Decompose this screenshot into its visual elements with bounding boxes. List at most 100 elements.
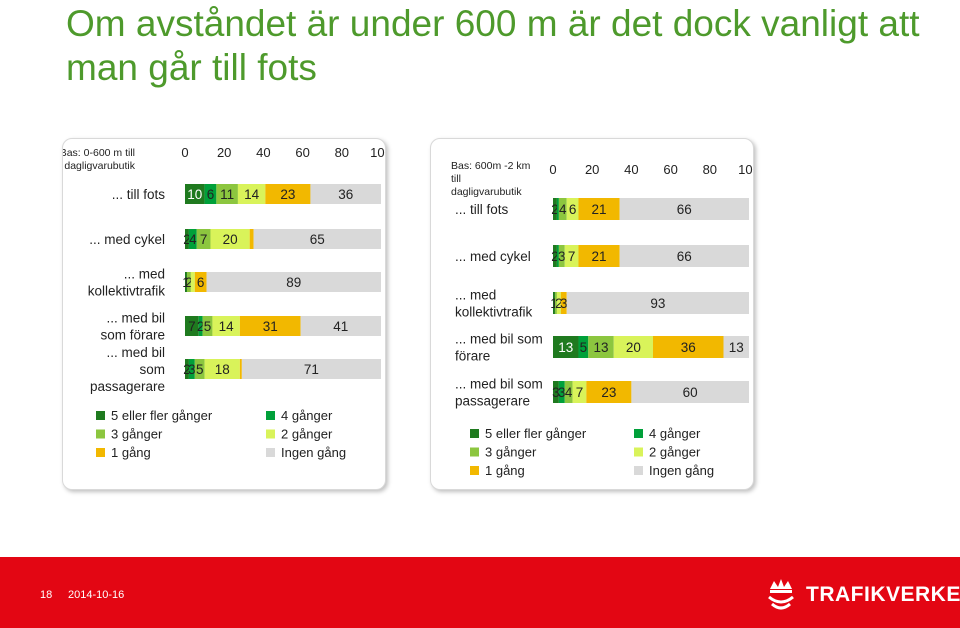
bar-segment (194, 272, 207, 292)
bar-segment (185, 184, 205, 204)
bar-segment (723, 336, 749, 358)
bar-segment (572, 381, 587, 403)
data-label: 21 (592, 249, 607, 264)
data-label: 7 (200, 232, 208, 247)
legend-swatch (266, 411, 275, 420)
data-label: 5 (580, 340, 588, 355)
legend-label: 1 gång (111, 445, 151, 460)
bar-segment (185, 359, 189, 379)
bar-segment (265, 184, 311, 204)
bar-segment (204, 359, 240, 379)
category-label: ... till fots (455, 202, 509, 217)
category-label: kollektivtrafik (88, 284, 166, 299)
x-tick-label: 100 (738, 162, 753, 177)
legend-label: 5 eller fler gånger (111, 408, 213, 423)
bar-segment (300, 316, 381, 336)
bar-segment (578, 245, 620, 267)
data-label: 89 (286, 275, 301, 290)
data-label: 3 (552, 385, 560, 400)
data-label: 3 (560, 296, 568, 311)
category-label: ... med cykel (89, 232, 165, 247)
data-label: 65 (310, 232, 325, 247)
data-label: 4 (559, 202, 567, 217)
legend-swatch (470, 429, 479, 438)
bar-segment (194, 359, 205, 379)
x-tick-label: 100 (370, 145, 385, 160)
chart-title-line: Bas: 600m -2 km (451, 160, 531, 172)
x-tick-label: 20 (217, 145, 231, 160)
bar-segment (566, 292, 749, 314)
bar-segment (196, 229, 211, 249)
bar-segment (237, 184, 266, 204)
data-label: 6 (207, 187, 215, 202)
chart-title-line: Bas: 0-600 m till (63, 147, 135, 159)
bar-segment (588, 336, 614, 358)
data-label: 23 (601, 385, 616, 400)
category-label: ... till fots (112, 187, 166, 202)
category-label: ... med cykel (455, 249, 531, 264)
legend-swatch (634, 466, 643, 475)
legend-swatch (634, 429, 643, 438)
data-label: 2 (551, 249, 559, 264)
data-label: 3 (558, 385, 566, 400)
bar-segment (564, 381, 573, 403)
data-label: 60 (683, 385, 698, 400)
brand-name: TRAFIKVERKET (806, 583, 960, 606)
data-label: 14 (244, 187, 260, 202)
data-label: 13 (594, 340, 609, 355)
data-label: 10 (187, 187, 202, 202)
bar-segment (239, 359, 242, 379)
bar-segment (188, 359, 195, 379)
page-title: Om avståndet är under 600 m är det dock … (66, 3, 920, 88)
data-label: 2 (551, 202, 559, 217)
bar-segment (239, 316, 301, 336)
data-label: 7 (568, 249, 576, 264)
bar-segment (554, 292, 557, 314)
legend-label: 3 gånger (485, 445, 537, 460)
category-label: passagerare (455, 394, 530, 409)
legend-label: Ingen gång (281, 445, 346, 460)
data-label: 2 (555, 296, 563, 311)
bar-segment (204, 184, 217, 204)
data-label: 2 (183, 362, 191, 377)
data-label: 13 (729, 340, 744, 355)
data-label: 2 (197, 319, 205, 334)
legend-label: 2 gånger (281, 427, 333, 442)
bar-segment (556, 245, 559, 267)
bar-segment (188, 229, 197, 249)
data-label: 7 (576, 385, 584, 400)
data-label: 1 (550, 296, 558, 311)
x-tick-label: 60 (295, 145, 309, 160)
data-label: 71 (304, 362, 319, 377)
data-label: 4 (189, 232, 197, 247)
bar-segment (556, 198, 559, 220)
category-label: passagerare (90, 379, 165, 394)
data-label: 93 (650, 296, 665, 311)
legend-label: 2 gånger (649, 445, 701, 460)
data-label: 18 (215, 362, 230, 377)
bar-segment (631, 381, 749, 403)
data-label: 2 (183, 232, 191, 247)
bar-segment (310, 184, 381, 204)
crown-emblem-icon (768, 579, 794, 610)
bar-segment (578, 336, 589, 358)
bar-segment (241, 359, 381, 379)
category-label: ... med bil (106, 311, 165, 326)
bar-segment (586, 381, 632, 403)
legend-swatch (96, 429, 105, 439)
chart-panel-right: Bas: 600m -2 km till dagligvarubutik 0 20 40 6… (430, 138, 754, 490)
legend-label: 3 gånger (111, 427, 163, 442)
category-label: ... med bil som (455, 332, 543, 347)
bar-segment (206, 272, 381, 292)
chart-title-line: dagligvarubutik (64, 160, 135, 172)
bar-segment (558, 245, 565, 267)
bar-segment (558, 381, 565, 403)
chart-panel-left: Bas: 0-600 m till dagligvarubutik 0 20 40 60 8… (62, 138, 386, 490)
data-label: 6 (197, 275, 205, 290)
bar-segment (619, 245, 749, 267)
legend-label: 4 gånger (281, 408, 333, 423)
bar-segment (613, 336, 653, 358)
footer-date: 2014-10-16 (68, 589, 125, 601)
x-tick-label: 20 (585, 162, 599, 177)
data-label: 23 (280, 187, 295, 202)
